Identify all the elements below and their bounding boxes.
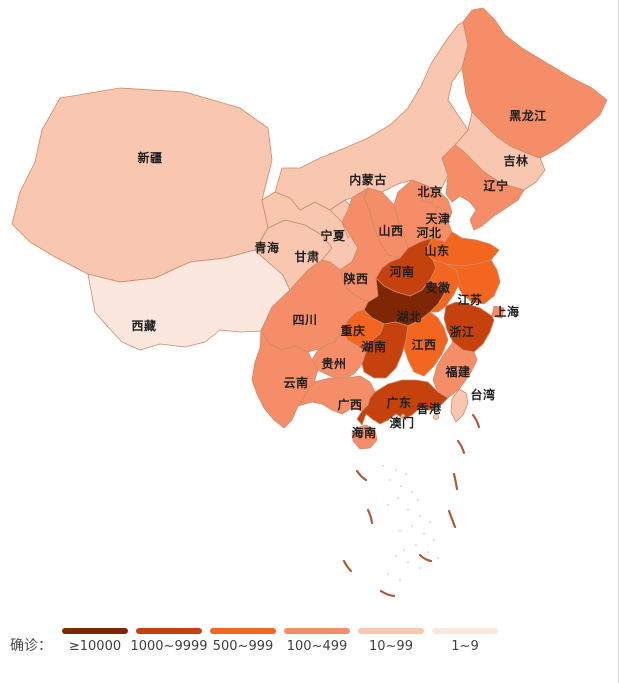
provinces-layer <box>11 7 608 450</box>
island-dot <box>433 539 435 541</box>
province-beijing[interactable] <box>420 187 435 204</box>
south-china-sea-decor <box>342 413 481 598</box>
legend-label: 10~99 <box>369 639 413 654</box>
island-dot <box>407 561 409 563</box>
legend-item: 10~99 <box>358 628 424 655</box>
island-dot <box>395 555 397 557</box>
province-fujian[interactable] <box>432 341 478 399</box>
island-dot <box>387 504 389 506</box>
legend-swatch <box>62 628 128 634</box>
island-dot <box>405 473 407 475</box>
legend-swatch <box>284 628 350 634</box>
legend-item: 500~999 <box>210 628 276 655</box>
province-heilongjiang[interactable] <box>461 7 608 159</box>
province-shanghai[interactable] <box>491 305 505 319</box>
legend-label: 100~499 <box>286 639 348 654</box>
legend-item: 1~9 <box>432 628 498 655</box>
island-dot <box>399 530 401 532</box>
island-dot <box>399 579 401 581</box>
island-dot <box>407 509 409 511</box>
legend-swatch <box>358 628 424 634</box>
island-dot <box>397 497 399 499</box>
nine-dash-line-segment <box>355 469 368 482</box>
province-neimenggu[interactable] <box>274 21 469 211</box>
legend-label: 1000~9999 <box>130 639 208 654</box>
island-dot <box>419 515 421 517</box>
island-dot <box>417 499 419 501</box>
province-hainan[interactable] <box>351 424 378 450</box>
island-dot <box>427 551 429 553</box>
legend-swatch <box>432 628 498 634</box>
nine-dash-line-segment <box>342 559 353 573</box>
province-zhejiang[interactable] <box>443 301 495 353</box>
nine-dash-line-segment <box>366 508 374 525</box>
island-dot <box>411 491 413 493</box>
legend-label: ≥10000 <box>68 639 122 654</box>
province-tianjin[interactable] <box>433 206 447 225</box>
province-label-taiwan: 台湾 <box>470 387 495 402</box>
legend-item: ≥10000 <box>62 628 128 655</box>
island-dot <box>429 521 431 523</box>
province-jiangxi[interactable] <box>403 311 449 377</box>
legend-item: 1000~9999 <box>130 628 208 655</box>
island-dot <box>382 465 384 467</box>
window-right-border <box>618 0 619 683</box>
nine-dash-line-segment <box>471 413 481 429</box>
legend-title: 确诊： <box>10 638 52 654</box>
legend-label: 500~999 <box>212 639 274 654</box>
legend-item: 100~499 <box>284 628 350 655</box>
province-guangdong[interactable] <box>356 379 449 426</box>
island-dot <box>400 485 402 487</box>
legend-swatch <box>136 628 202 634</box>
legend-swatch <box>210 628 276 634</box>
island-dot <box>419 567 421 569</box>
province-hongkong[interactable] <box>433 414 439 420</box>
province-xinjiang[interactable] <box>11 87 273 283</box>
island-dot <box>415 544 417 546</box>
island-dot <box>403 549 405 551</box>
island-dot <box>387 573 389 575</box>
nine-dash-line-segment <box>418 553 433 563</box>
nine-dash-line-segment <box>379 589 396 598</box>
province-hunan[interactable] <box>357 321 409 379</box>
island-dot <box>423 533 425 535</box>
province-macau[interactable] <box>400 413 406 419</box>
island-dot <box>411 525 413 527</box>
island-dot <box>389 479 391 481</box>
nine-dash-line-segment <box>452 472 459 491</box>
island-dot <box>437 557 439 559</box>
legend-label: 1~9 <box>451 639 479 654</box>
china-choropleth-map: 新疆 西藏 青海 甘肃 内蒙古 宁夏 黑龙江 吉林 辽宁 河北 北京 天津 山西 山东 陕西 河南 江苏 安徽 湖北… <box>11 7 608 598</box>
island-dot <box>395 469 397 471</box>
nine-dash-line-segment <box>456 439 466 455</box>
province-liaoning[interactable] <box>441 144 525 231</box>
legend: 确诊： ≥10000 1000~9999 500~999 100~499 10~99 1~… <box>10 628 506 655</box>
nine-dash-line-segment <box>447 509 457 529</box>
province-taiwan[interactable] <box>450 388 469 423</box>
